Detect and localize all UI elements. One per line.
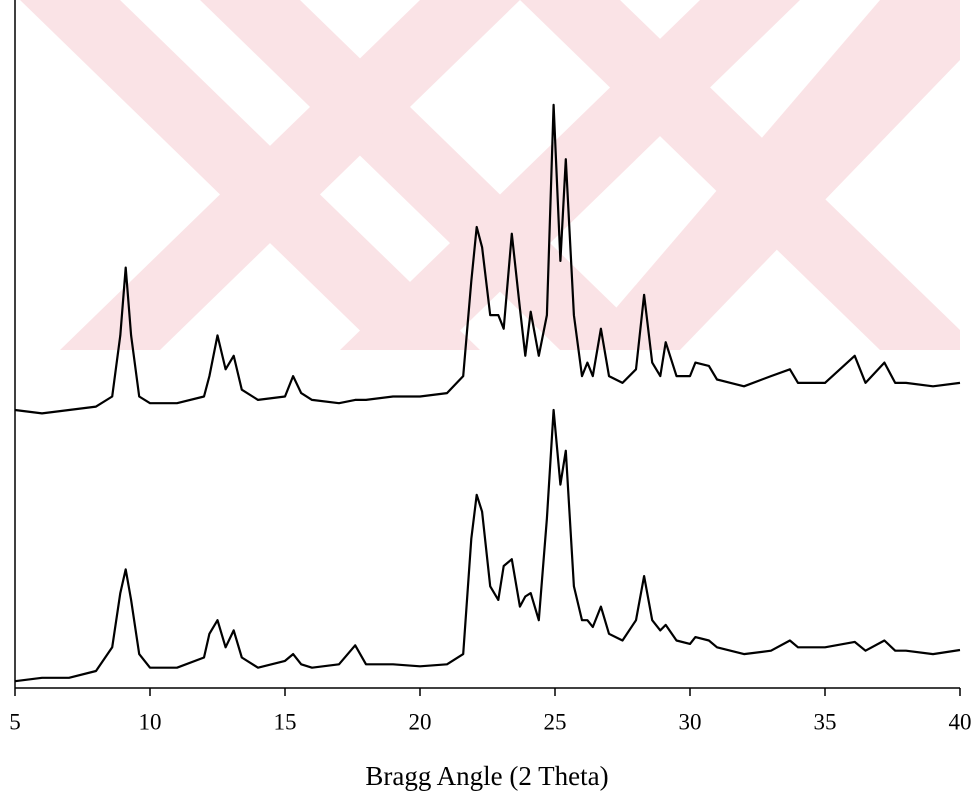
x-tick-label: 15 xyxy=(274,709,297,734)
watermark-shape xyxy=(580,0,960,350)
x-tick-label: 10 xyxy=(139,709,162,734)
watermark-shape xyxy=(200,0,660,350)
x-tick-label: 20 xyxy=(409,709,432,734)
x-tick-label: 30 xyxy=(679,709,702,734)
x-tick-label: 25 xyxy=(544,709,567,734)
watermark-shape xyxy=(60,0,520,350)
watermark-shape xyxy=(340,0,800,350)
data-line xyxy=(14,408,961,683)
x-tick-label: 5 xyxy=(9,709,21,734)
x-tick-label: 35 xyxy=(814,709,837,734)
x-axis-title: Bragg Angle (2 Theta) xyxy=(365,761,608,791)
data-line xyxy=(14,103,961,415)
x-tick-label: 40 xyxy=(949,709,972,734)
watermark xyxy=(20,0,960,350)
